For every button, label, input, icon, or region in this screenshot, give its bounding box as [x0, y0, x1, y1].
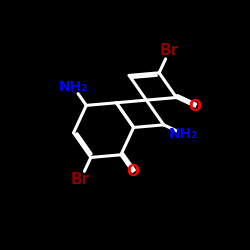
Text: O: O [188, 98, 201, 114]
Text: O: O [126, 164, 139, 179]
Text: Br: Br [160, 43, 179, 58]
Text: Br: Br [71, 172, 90, 187]
Text: NH₂: NH₂ [169, 127, 198, 141]
Text: NH₂: NH₂ [59, 80, 88, 94]
